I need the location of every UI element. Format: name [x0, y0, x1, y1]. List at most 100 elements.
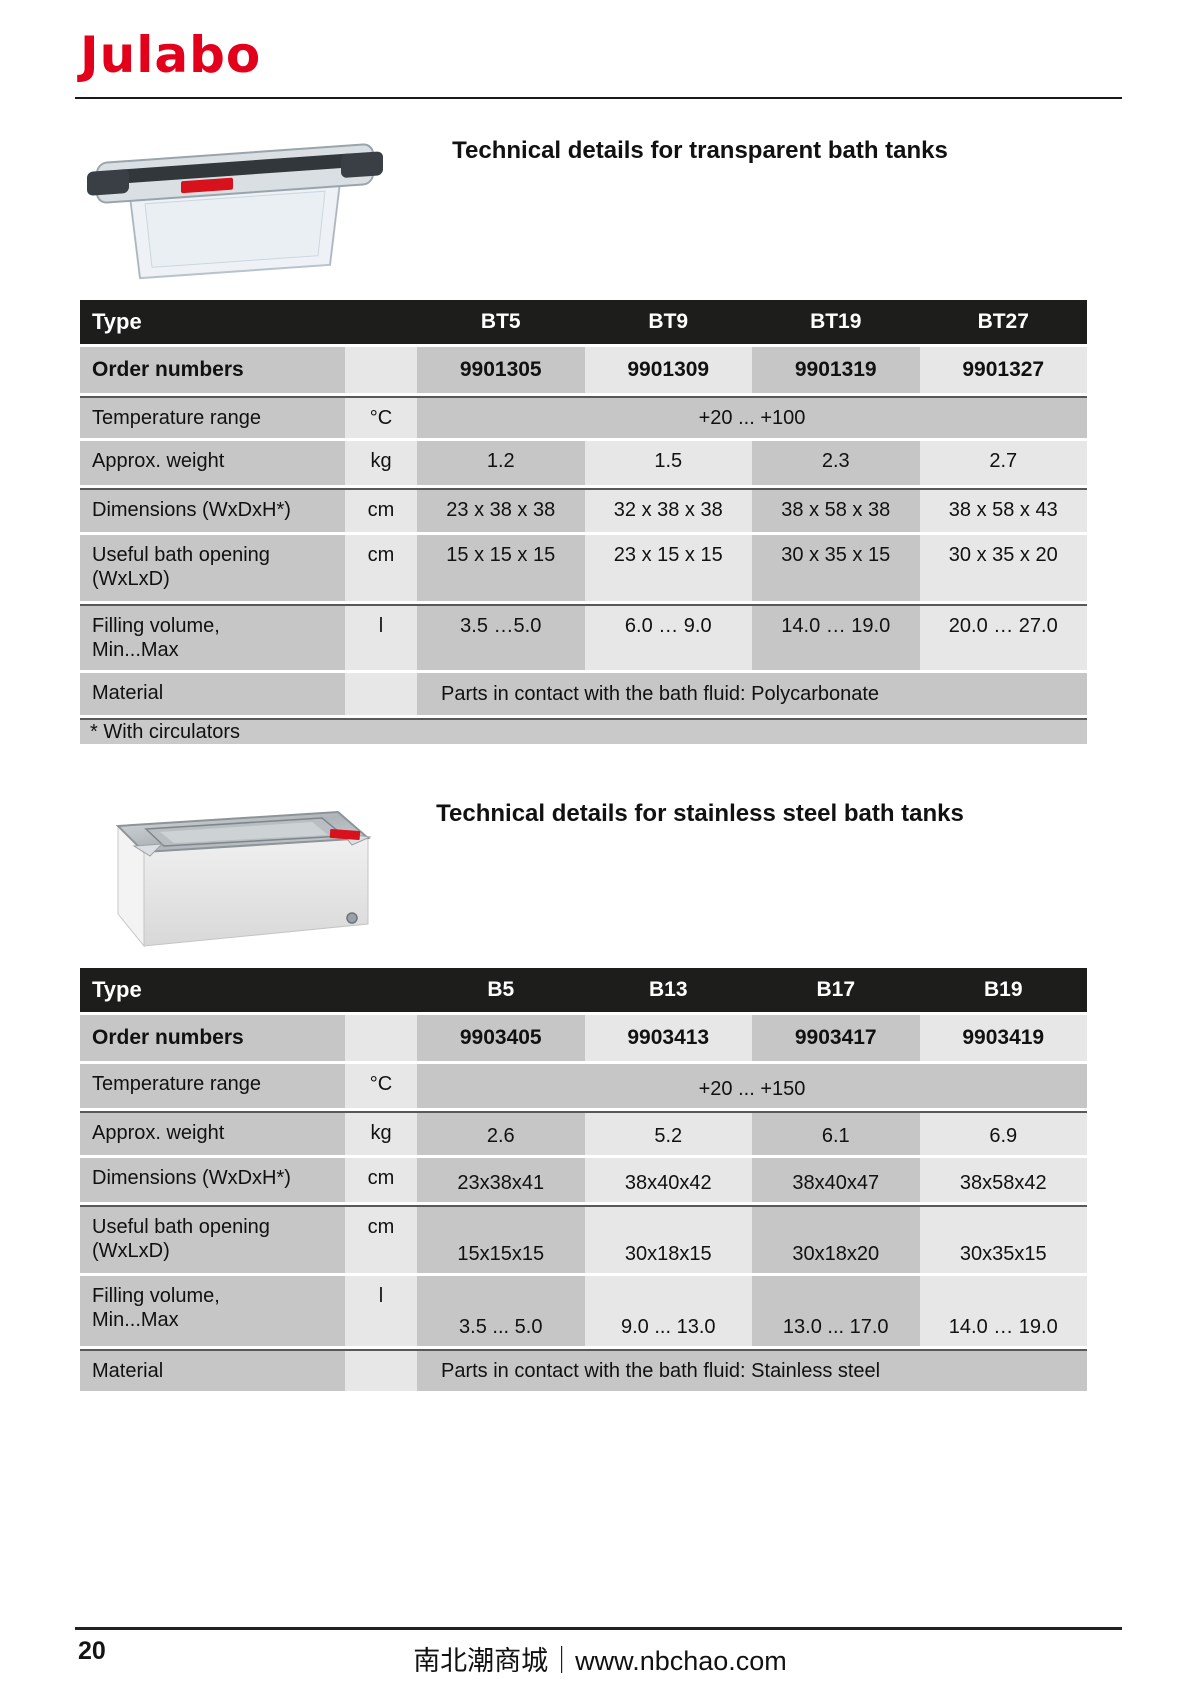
row-label: Useful bath opening (WxLxD) [80, 535, 345, 601]
dimensions-value: 32 x 38 x 38 [584, 490, 752, 532]
bath-opening-row: Useful bath opening (WxLxD) cm 15x15x15 … [80, 1205, 1087, 1273]
bath-opening-row: Useful bath opening (WxLxD) cm 15 x 15 x… [80, 535, 1087, 601]
unit-cell: °C [345, 1064, 417, 1108]
steel-table: Type B5 B13 B17 B19 Order numbers 990340… [80, 968, 1087, 1391]
header-type: Type [92, 976, 142, 1002]
row-label: Approx. weight [80, 441, 345, 485]
dimensions-value: 23x38x41 [417, 1158, 585, 1202]
dimensions-value: 38 x 58 x 38 [752, 490, 920, 532]
footer-divider [75, 1627, 1122, 1630]
order-number: 9901305 [417, 347, 585, 393]
header-model-b19: B19 [983, 978, 1023, 1002]
bath-opening-value: 30 x 35 x 15 [752, 535, 920, 601]
filling-volume-value: 20.0 … 27.0 [919, 606, 1087, 670]
bath-opening-value: 30x18x20 [752, 1207, 920, 1273]
header-model-b5: B5 [487, 978, 515, 1002]
row-label: Material [80, 1351, 345, 1391]
empty-cell [345, 1351, 417, 1391]
filling-volume-value: 13.0 ... 17.0 [752, 1276, 920, 1346]
empty-cell [345, 673, 417, 715]
material-row: Material Parts in contact with the bath … [80, 673, 1087, 715]
weight-value: 6.9 [919, 1113, 1087, 1155]
footnote-row: * With circulators [80, 718, 1087, 744]
header-model-b13: B13 [648, 978, 688, 1002]
filling-volume-value: 3.5 …5.0 [417, 606, 585, 670]
transparent-section-title: Technical details for transparent bath t… [452, 137, 948, 164]
order-number: 9903405 [417, 1015, 585, 1061]
order-number: 9903417 [752, 1015, 920, 1061]
empty-cell [345, 1015, 417, 1061]
order-number: 9903413 [584, 1015, 752, 1061]
material-value: Parts in contact with the bath fluid: Po… [417, 673, 1087, 715]
weight-value: 1.5 [584, 441, 752, 485]
julabo-logo: Julabo [80, 26, 262, 84]
weight-value: 6.1 [752, 1113, 920, 1155]
row-label: Filling volume, Min...Max [80, 1276, 345, 1346]
dimensions-value: 38 x 58 x 43 [919, 490, 1087, 532]
header-model-bt9: BT9 [648, 310, 689, 334]
dimensions-value: 38x40x47 [752, 1158, 920, 1202]
filling-volume-value: 3.5 ... 5.0 [417, 1276, 585, 1346]
unit-cell: l [345, 1276, 417, 1346]
footer-site-text: 南北潮商城｜www.nbchao.com [413, 1646, 787, 1676]
row-label: Filling volume, Min...Max [80, 606, 345, 670]
material-row: Material Parts in contact with the bath … [80, 1349, 1087, 1391]
transparent-tank-illustration [87, 143, 383, 280]
row-label: Dimensions (WxDxH*) [80, 490, 345, 532]
weight-value: 2.6 [417, 1113, 585, 1155]
weight-value: 2.3 [752, 441, 920, 485]
header-type: Type [92, 308, 142, 334]
dimensions-value: 38x58x42 [919, 1158, 1087, 1202]
table-header-row: Type B5 B13 B17 B19 [80, 968, 1087, 1012]
weight-row: Approx. weight kg 1.2 1.5 2.3 2.7 [80, 441, 1087, 485]
temperature-range-row: Temperature range °C +20 ... +150 [80, 1064, 1087, 1108]
header-model-bt27: BT27 [977, 310, 1029, 334]
dimensions-value: 38x40x42 [584, 1158, 752, 1202]
bath-opening-value: 30x18x15 [584, 1207, 752, 1273]
row-label: Dimensions (WxDxH*) [80, 1158, 345, 1202]
weight-value: 5.2 [584, 1113, 752, 1155]
weight-value: 2.7 [919, 441, 1087, 485]
filling-volume-value: 6.0 … 9.0 [584, 606, 752, 670]
dimensions-value: 23 x 38 x 38 [417, 490, 585, 532]
header-model-b17: B17 [816, 978, 856, 1002]
order-number: 9901327 [919, 347, 1087, 393]
unit-cell: °C [345, 398, 417, 438]
row-label: Order numbers [80, 347, 345, 393]
filling-volume-row: Filling volume, Min...Max l 3.5 …5.0 6.0… [80, 604, 1087, 670]
transparent-table: Type BT5 BT9 BT19 BT27 Order numbers 990… [80, 300, 1087, 744]
row-label: Order numbers [80, 1015, 345, 1061]
temperature-range-row: Temperature range °C +20 ... +100 [80, 396, 1087, 438]
steel-section-title: Technical details for stainless steel ba… [436, 800, 964, 827]
row-label: Temperature range [80, 1064, 345, 1108]
filling-volume-value: 14.0 … 19.0 [752, 606, 920, 670]
bath-opening-value: 15x15x15 [417, 1207, 585, 1273]
unit-cell: l [345, 606, 417, 670]
row-label: Temperature range [80, 398, 345, 438]
order-numbers-row: Order numbers 9903405 9903413 9903417 99… [80, 1015, 1087, 1061]
row-label: Useful bath opening (WxLxD) [80, 1207, 345, 1273]
weight-row: Approx. weight kg 2.6 5.2 6.1 6.9 [80, 1111, 1087, 1155]
order-number: 9901319 [752, 347, 920, 393]
order-numbers-row: Order numbers 9901305 9901309 9901319 99… [80, 347, 1087, 393]
header-model-bt19: BT19 [810, 310, 862, 334]
weight-value: 1.2 [417, 441, 585, 485]
bath-opening-value: 23 x 15 x 15 [584, 535, 752, 601]
unit-cell: cm [345, 490, 417, 532]
header-model-bt5: BT5 [480, 310, 521, 334]
filling-volume-value: 9.0 ... 13.0 [584, 1276, 752, 1346]
unit-cell: cm [345, 1207, 417, 1273]
dimensions-row: Dimensions (WxDxH*) cm 23 x 38 x 38 32 x… [80, 488, 1087, 532]
footnote-text: * With circulators [80, 720, 1087, 744]
temperature-range-value: +20 ... +100 [417, 398, 1087, 438]
temperature-range-value: +20 ... +150 [417, 1064, 1087, 1108]
empty-cell [345, 347, 417, 393]
filling-volume-row: Filling volume, Min...Max l 3.5 ... 5.0 … [80, 1276, 1087, 1346]
stainless-tank-illustration [115, 810, 372, 948]
unit-cell: cm [345, 535, 417, 601]
bath-opening-value: 30 x 35 x 20 [919, 535, 1087, 601]
bath-opening-value: 15 x 15 x 15 [417, 535, 585, 601]
order-number: 9903419 [919, 1015, 1087, 1061]
row-label: Material [80, 673, 345, 715]
